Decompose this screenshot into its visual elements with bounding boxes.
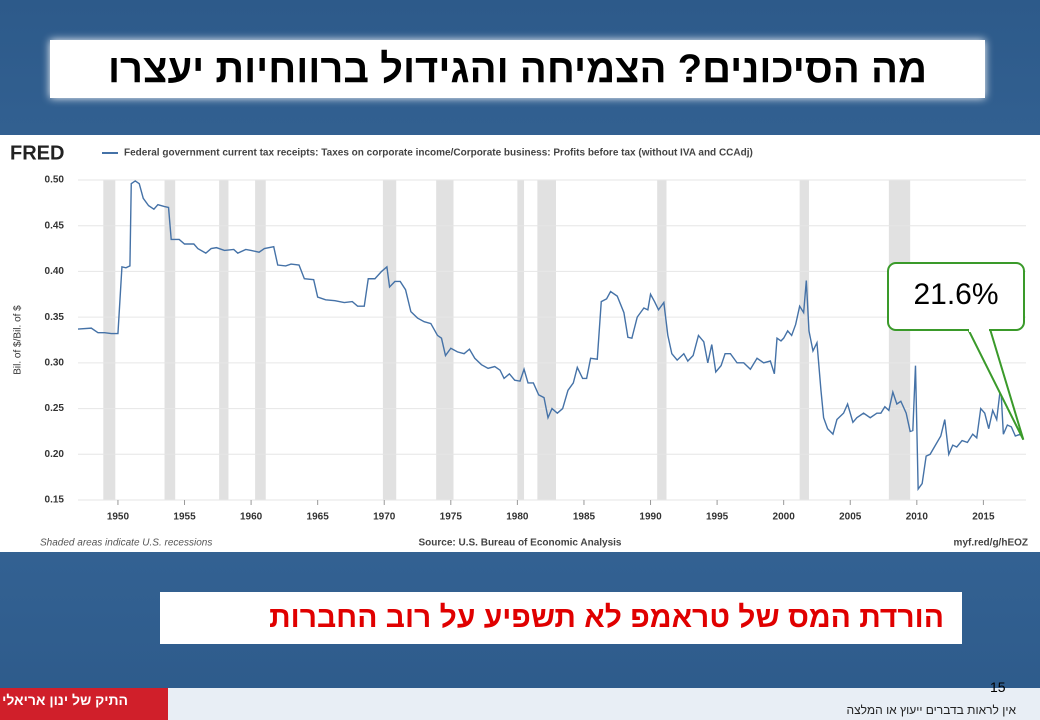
fred-logo: FRED [10, 142, 64, 164]
recession-band [255, 180, 266, 500]
x-tick-label: 1960 [240, 512, 263, 523]
callout-label: 21.6% [913, 278, 998, 311]
recession-band [799, 180, 809, 500]
x-tick-label: 1980 [506, 512, 529, 523]
callout-joint [969, 326, 989, 332]
x-tick-label: 2005 [839, 512, 862, 523]
recession-band [517, 180, 525, 500]
data-line [77, 180, 1024, 492]
recession-band [537, 180, 556, 500]
callout-pointer [966, 328, 1025, 441]
source-note: Source: U.S. Bureau of Economic Analysis [418, 538, 621, 549]
x-tick-label: 1965 [307, 512, 330, 523]
footer-bar [0, 688, 1040, 720]
legend-label: Federal government current tax receipts:… [124, 148, 753, 159]
x-tick-label: 2015 [972, 512, 995, 523]
x-tick-label: 1955 [173, 512, 196, 523]
chart-link: myf.red/g/hEOZ [954, 538, 1028, 549]
y-tick-label: 0.20 [45, 449, 65, 460]
slide-title: מה הסיכונים? הצמיחה והגידול ברווחיות יעצ… [50, 40, 985, 98]
recession-band [164, 180, 176, 500]
y-axis-label: Bil. of $/Bil. of $ [13, 305, 24, 375]
y-tick-label: 0.30 [45, 357, 65, 368]
recession-band [103, 180, 116, 500]
x-tick-label: 1985 [573, 512, 596, 523]
recession-band [219, 180, 229, 500]
brand-logo: התיק של ינון אריאלי [0, 688, 168, 720]
recession-note: Shaded areas indicate U.S. recessions [40, 538, 212, 549]
x-tick-label: 2000 [773, 512, 796, 523]
y-tick-label: 0.25 [45, 403, 65, 414]
y-tick-label: 0.45 [45, 220, 65, 231]
x-tick-label: 1950 [107, 512, 130, 523]
y-tick-label: 0.35 [45, 312, 65, 323]
x-tick-label: 1990 [639, 512, 662, 523]
disclaimer: אין לראות בדברים ייעוץ או המלצה [846, 703, 1017, 717]
y-tick-label: 0.15 [45, 495, 65, 506]
recession-band [436, 180, 454, 500]
slide-message: הורדת המס של טראמפ לא תשפיע על רוב החברו… [160, 592, 962, 644]
recession-band [888, 180, 911, 500]
chart-panel: FRED Bil. of $/Bil. of $ Shaded areas in… [0, 135, 1040, 552]
y-tick-label: 0.40 [45, 266, 65, 277]
recession-band [657, 180, 667, 500]
x-tick-label: 1975 [440, 512, 463, 523]
y-tick-label: 0.50 [45, 175, 65, 186]
x-tick-label: 1970 [373, 512, 396, 523]
x-tick-label: 2010 [906, 512, 929, 523]
recession-band [382, 180, 397, 500]
page-number: 15 [990, 679, 1006, 695]
x-tick-label: 1995 [706, 512, 729, 523]
callout-box [887, 262, 1025, 331]
chart: FRED Bil. of $/Bil. of $ Shaded areas in… [10, 142, 1028, 549]
